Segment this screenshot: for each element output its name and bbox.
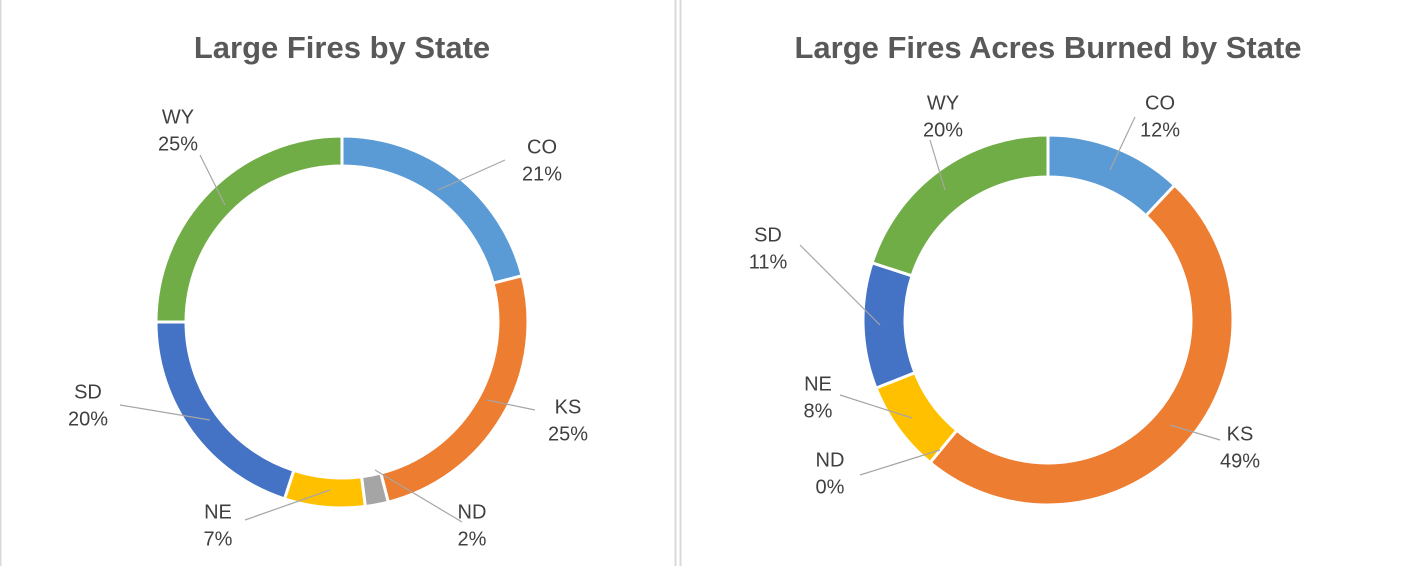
category-label: NE [204,501,232,523]
category-label: KS [555,396,582,418]
leader-line [859,449,941,476]
value-label: 25% [548,423,588,445]
category-label: ND [816,449,845,471]
leader-line [799,244,881,326]
value-label: 2% [458,528,487,550]
value-label: 21% [522,163,562,185]
value-label: 12% [1140,119,1180,141]
leader-line [839,394,913,419]
leader-line [437,159,506,191]
category-label: WY [162,106,194,128]
leader-line [374,469,463,523]
slice [927,183,1235,507]
category-label: ND [458,501,487,523]
category-label: WY [927,92,959,114]
value-label: 49% [1220,450,1260,472]
leader-line [929,139,946,191]
leader-line [1109,116,1136,171]
value-label: 20% [923,119,963,141]
category-label: CO [1145,92,1175,114]
value-label: 11% [749,251,788,273]
value-label: 25% [158,133,198,155]
chart-title: Large Fires Acres Burned by State [794,30,1301,65]
chart-title: Large Fires by State [194,30,490,65]
panel [0,0,677,566]
leader-line [199,154,226,206]
category-label: SD [754,224,782,246]
slice [154,134,344,324]
leader-line [486,399,536,411]
value-label: 8% [804,400,833,422]
category-label: NE [804,373,832,395]
value-label: 0% [816,476,845,498]
leader-line [1169,424,1221,441]
category-label: KS [1227,423,1254,445]
leader-line [119,404,211,421]
leader-line [244,489,331,521]
category-label: SD [74,381,102,403]
value-label: 20% [68,408,108,430]
slice [870,133,1050,278]
value-label: 7% [204,528,233,550]
category-label: CO [527,136,557,158]
